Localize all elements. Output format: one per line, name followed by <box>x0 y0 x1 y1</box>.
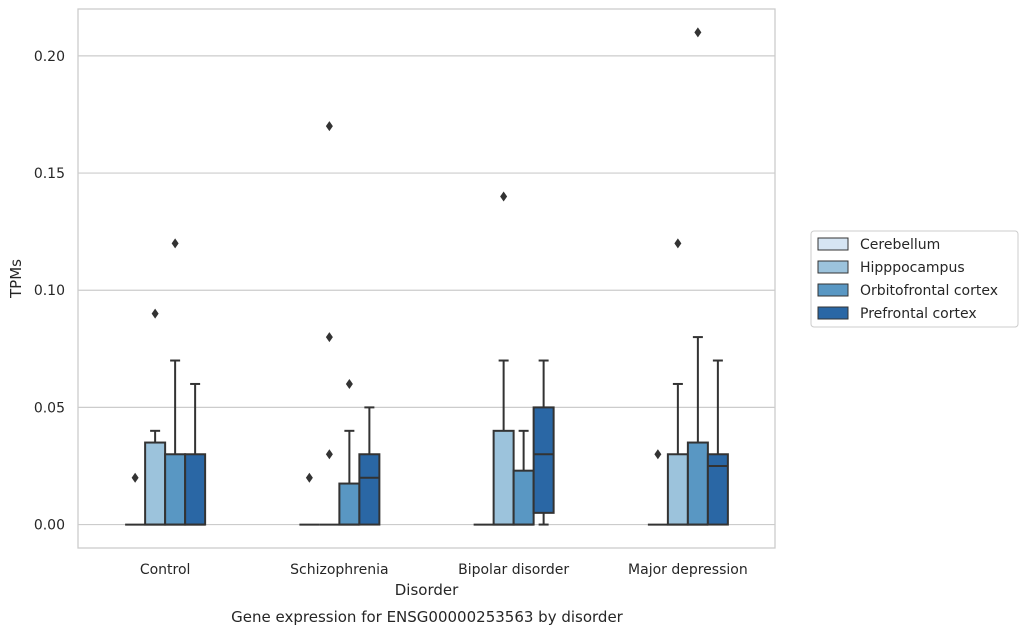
x-tick-label: Major depression <box>628 562 748 578</box>
box-hipppocampus <box>319 121 340 526</box>
box-body <box>492 429 515 526</box>
legend-swatch <box>817 283 849 297</box>
box-orbitofrontal-cortex <box>164 238 187 526</box>
legend-label: Cerebellum <box>860 237 940 253</box>
y-axis-label: TPMs <box>7 259 25 299</box>
box-body <box>164 453 187 526</box>
box-body <box>686 441 709 526</box>
outlier-point <box>345 378 353 389</box>
outlier-point <box>654 449 662 460</box>
outlier-point <box>305 472 313 483</box>
outlier-point <box>325 449 333 460</box>
box-group-schizophrenia <box>299 121 381 526</box>
legend-label: Orbitofrontal cortex <box>860 283 998 299</box>
box-orbitofrontal-cortex <box>512 429 535 526</box>
box-hipppocampus <box>666 238 689 526</box>
box-cerebellum <box>647 449 668 526</box>
plot-frame <box>77 8 776 549</box>
y-tick-labels: 0.00 0.05 0.10 0.15 0.20 <box>34 49 65 534</box>
outlier-point <box>171 238 179 249</box>
legend-swatch <box>817 237 849 251</box>
x-tick-label: Schizophrenia <box>290 562 388 578</box>
box-body <box>338 482 361 526</box>
x-tick-label: Bipolar disorder <box>458 562 569 578</box>
x-tick-labels: Control Schizophrenia Bipolar disorder Majo… <box>140 562 748 578</box>
box-body <box>358 453 381 526</box>
box-prefrontal-cortex <box>706 359 729 526</box>
box-body <box>532 406 555 514</box>
outlier-point <box>694 27 702 38</box>
box-body <box>184 453 207 526</box>
y-tick-label: 0.05 <box>34 400 65 416</box>
outlier-point <box>151 308 159 319</box>
box-body <box>144 441 167 526</box>
box-group-control <box>125 238 207 526</box>
box-group-major-depression <box>647 27 729 526</box>
outlier-point <box>131 472 139 483</box>
outlier-point <box>325 121 333 132</box>
box-group-bipolar-disorder <box>473 191 555 526</box>
box-prefrontal-cortex <box>184 382 207 526</box>
box-cerebellum <box>299 472 320 526</box>
legend-swatch <box>817 306 849 320</box>
x-axis-label: Disorder <box>395 581 459 599</box>
outlier-point <box>325 332 333 343</box>
box-orbitofrontal-cortex <box>338 378 361 526</box>
box-prefrontal-cortex <box>532 359 555 526</box>
chart-caption: Gene expression for ENSG00000253563 by d… <box>231 608 624 626</box>
box-hipppocampus <box>492 191 515 526</box>
x-tick-label: Control <box>140 562 191 578</box>
box-prefrontal-cortex <box>358 406 381 526</box>
y-tick-label: 0.10 <box>34 283 65 299</box>
outlier-point <box>500 191 508 202</box>
y-tick-label: 0.20 <box>34 49 65 65</box>
legend-frame <box>810 230 1019 328</box>
y-tick-label: 0.15 <box>34 166 65 182</box>
box-body <box>706 453 729 526</box>
box-groups <box>125 27 729 526</box>
box-body <box>512 469 535 526</box>
legend-label: Prefrontal cortex <box>860 306 977 322</box>
box-cerebellum <box>125 472 146 526</box>
outlier-point <box>674 238 682 249</box>
legend: Cerebellum Hipppocampus Orbitofrontal cort… <box>810 230 1019 328</box>
box-body <box>666 453 689 526</box>
legend-label: Hipppocampus <box>860 260 965 276</box>
legend-swatch <box>817 260 849 274</box>
y-tick-label: 0.00 <box>34 518 65 534</box>
